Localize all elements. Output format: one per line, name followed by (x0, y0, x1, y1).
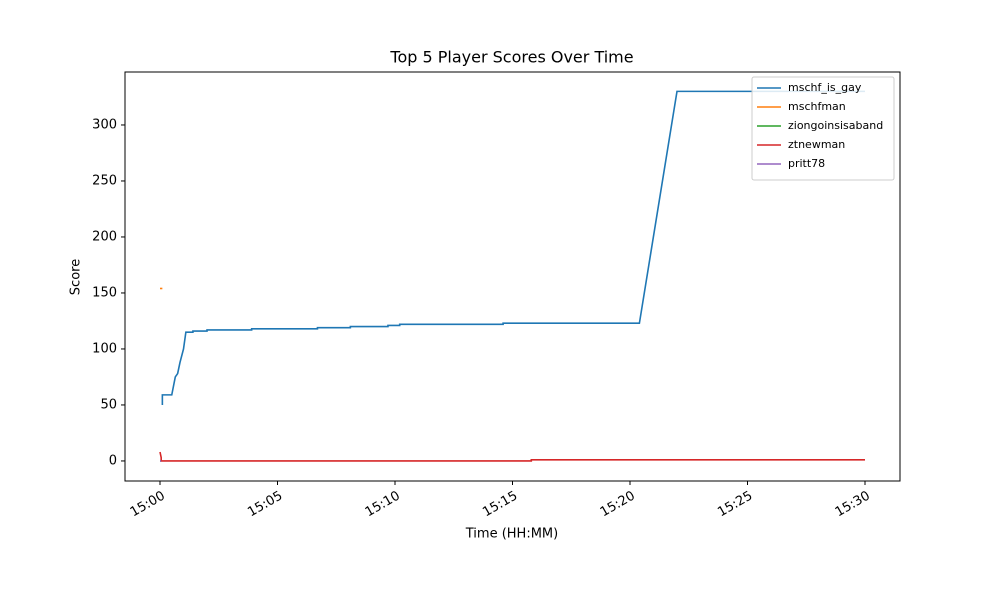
legend-label: mschf_is_gay (788, 81, 862, 94)
y-tick-label: 0 (109, 453, 117, 468)
series-line (161, 90, 865, 405)
x-tick-label: 15:00 (128, 489, 168, 521)
plot-frame (124, 71, 901, 482)
x-tick-label: 15:20 (598, 489, 638, 521)
x-tick-label: 15:05 (245, 489, 285, 521)
legend-label: mschfman (788, 100, 846, 113)
y-tick-label: 150 (92, 285, 117, 300)
y-tick-label: 250 (92, 173, 117, 188)
y-tick-label: 50 (100, 397, 117, 412)
legend-label: ztnewman (788, 138, 845, 151)
y-axis-label: Score (69, 259, 84, 295)
legend-label: pritt78 (788, 157, 825, 170)
chart-title: Top 5 Player Scores Over Time (389, 48, 633, 67)
x-tick-label: 15:25 (715, 489, 755, 521)
x-tick-label: 15:10 (363, 489, 403, 521)
x-tick-label: 15:30 (833, 489, 873, 521)
legend-label: ziongoinsisaband (788, 119, 883, 132)
y-tick-label: 300 (92, 117, 117, 132)
series-line (159, 451, 865, 462)
y-tick-label: 200 (92, 229, 117, 244)
legend-box (751, 76, 895, 181)
x-axis-label: Time (HH:MM) (465, 527, 558, 542)
x-tick-label: 15:15 (480, 489, 520, 521)
y-tick-label: 100 (92, 341, 117, 356)
